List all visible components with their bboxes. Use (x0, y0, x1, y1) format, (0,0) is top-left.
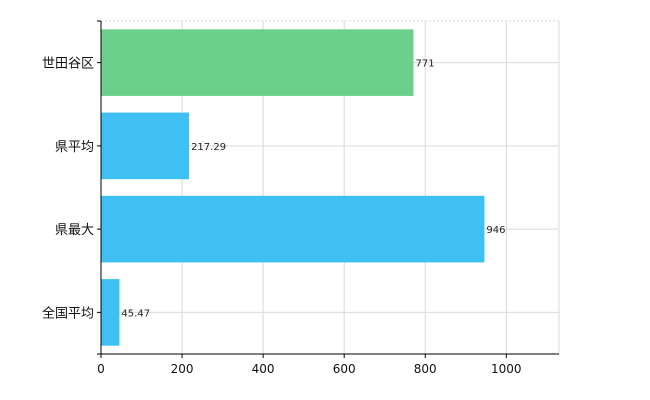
category-label-3: 全国平均 (42, 305, 94, 321)
x-tick-label-5: 1000 (491, 362, 522, 376)
data-label-0: 771 (415, 59, 434, 70)
axes (97, 20, 559, 358)
data-label-2: 946 (486, 225, 505, 236)
x-tick-label-3: 600 (333, 362, 356, 376)
category-label-1: 県平均 (55, 140, 94, 155)
data-label-1: 217.29 (191, 142, 226, 153)
bar-1 (101, 112, 190, 180)
bar-0 (101, 29, 414, 96)
data-label-3: 45.47 (121, 308, 150, 319)
category-label-2: 県最大 (55, 223, 94, 238)
bar-2 (101, 195, 485, 263)
x-tick-label-1: 200 (171, 362, 194, 376)
x-tick-label-2: 400 (252, 362, 275, 376)
x-tick-label-0: 0 (97, 362, 105, 376)
bar-3 (101, 279, 120, 346)
bars (101, 29, 485, 346)
category-label-0: 世田谷区 (42, 57, 94, 72)
x-tick-label-4: 800 (414, 362, 437, 376)
